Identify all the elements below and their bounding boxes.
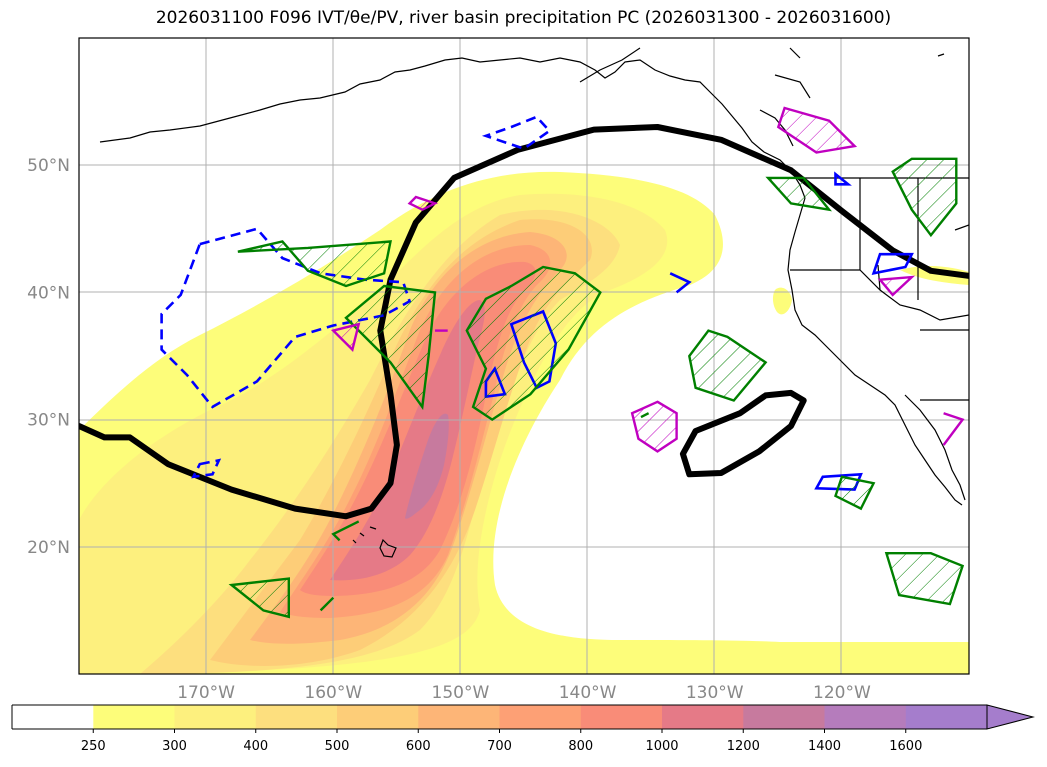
precip-pc-magenta-region (877, 275, 916, 297)
colorbar-swatch (255, 705, 338, 729)
longitude-tick-label: 160°W (304, 683, 362, 703)
colorbar-swatch (12, 705, 94, 729)
colorbar-tick-label: 500 (325, 739, 350, 754)
colorbar-tick-label: 400 (243, 739, 268, 754)
colorbar-tick-label: 1200 (727, 739, 760, 754)
precip-pc-magenta-region (407, 195, 439, 212)
precip-pc-green-region (319, 596, 335, 612)
colorbar-tick-label: 800 (568, 739, 593, 754)
precip-pc-green-region (884, 552, 965, 606)
colorbar-tick-label: 600 (406, 739, 431, 754)
colorbar-swatch (662, 705, 744, 729)
ivt-plume (79, 171, 969, 674)
precip-pc-green-region (834, 475, 876, 511)
latitude-tick-label: 50°N (27, 156, 70, 176)
colorbar-swatch (743, 705, 826, 729)
theta-e-closed-contour (679, 389, 807, 478)
colorbar-swatch (580, 705, 663, 729)
longitude-tick-label: 120°W (813, 683, 871, 703)
pv-solid-contour (871, 252, 914, 276)
colorbar-tick-label: 250 (81, 739, 106, 754)
precip-pc-green-region (765, 176, 832, 212)
colorbar-swatch (499, 705, 582, 729)
colorbar-swatch (418, 705, 501, 729)
colorbar-swatch (93, 705, 176, 729)
colorbar-tick-label: 1000 (645, 739, 678, 754)
precip-pc-green-region (237, 240, 392, 288)
colorbar-swatch (174, 705, 257, 729)
precip-pc-green-region (331, 520, 360, 542)
precip-pc-green-region (688, 329, 768, 402)
longitude-tick-labels: 170°W 160°W 150°W 140°W 130°W 120°W (177, 683, 871, 703)
pv-solid-contour (834, 171, 852, 186)
precip-pc-magenta-region (776, 106, 858, 154)
precip-pc-green-region (465, 265, 602, 422)
latitude-tick-label: 40°N (27, 283, 70, 303)
colorbar-tick-label: 700 (487, 739, 512, 754)
colorbar-tick-label: 1600 (889, 739, 922, 754)
map-frame (78, 37, 970, 675)
latitude-tick-label: 30°N (27, 411, 70, 431)
longitude-tick-label: 130°W (686, 683, 744, 703)
chart-title: 2026031100 F096 IVT/θe/PV, river basin p… (155, 8, 892, 28)
precip-pc-magenta-region (330, 322, 361, 352)
precip-pc-green-region (228, 577, 290, 619)
precip-pc-regions (228, 106, 965, 619)
longitude-tick-label: 170°W (177, 683, 235, 703)
pv-dashed-contour (160, 227, 412, 409)
colorbar-swatch (905, 705, 988, 729)
precip-pc-green-region (891, 157, 958, 238)
pv-solid-contour (669, 272, 692, 294)
colorbar-tick-label: 1400 (808, 739, 841, 754)
colorbar: 250 300 400 500 600 700 800 1000 1200 1400 1600 (11, 704, 1035, 754)
latitude-tick-label: 20°N (27, 538, 70, 558)
precip-pc-magenta-region (942, 412, 965, 446)
colorbar-swatch (824, 705, 907, 729)
precip-pc-magenta-region (630, 400, 678, 453)
longitude-tick-label: 140°W (559, 683, 617, 703)
precip-pc-green-region (344, 284, 437, 411)
colorbar-tick-label: 300 (162, 739, 187, 754)
colorbar-extend-arrow (986, 704, 1035, 730)
longitude-tick-label: 150°W (432, 683, 490, 703)
pv-dashed-contour (481, 115, 552, 151)
colorbar-swatch (337, 705, 419, 729)
map-area (79, 38, 969, 674)
latitude-tick-labels: 20°N 30°N 40°N 50°N (27, 156, 70, 558)
pv-dashed-contour (191, 458, 222, 479)
